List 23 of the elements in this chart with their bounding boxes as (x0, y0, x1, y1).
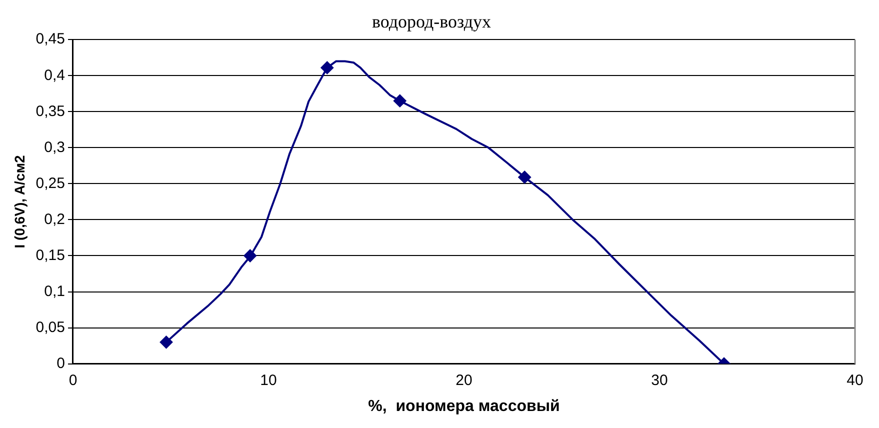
x-tick-label: 0 (68, 372, 78, 389)
point (160, 336, 173, 349)
y-tick-label: 0,05 (36, 318, 65, 336)
x-tick-label: 20 (456, 372, 472, 389)
x-tick-label: 30 (651, 372, 668, 389)
point (244, 249, 257, 262)
y-tick-label: 0,2 (44, 210, 65, 228)
x-tick-label: 40 (846, 372, 864, 389)
y-tick-label: 0,35 (36, 102, 65, 120)
y-axis-title: I (0,6V), A/см2 (11, 154, 28, 248)
y-tick-label: 0,45 (36, 30, 65, 48)
point (320, 61, 334, 74)
point (393, 94, 406, 108)
y-tick-label: 0,4 (44, 66, 65, 84)
y-tick-label: 0 (56, 354, 65, 372)
x-tick-label: 10 (260, 372, 277, 389)
y-tick-label: 0,25 (36, 174, 65, 192)
x-axis-title: %, иономера массовый (368, 398, 560, 415)
point (518, 170, 532, 184)
y-tick-label: 0,3 (44, 138, 65, 156)
y-tick-label: 0,1 (44, 282, 65, 300)
chart-title: водород-воздух (372, 12, 491, 32)
y-tick-label: 0,15 (36, 246, 65, 264)
